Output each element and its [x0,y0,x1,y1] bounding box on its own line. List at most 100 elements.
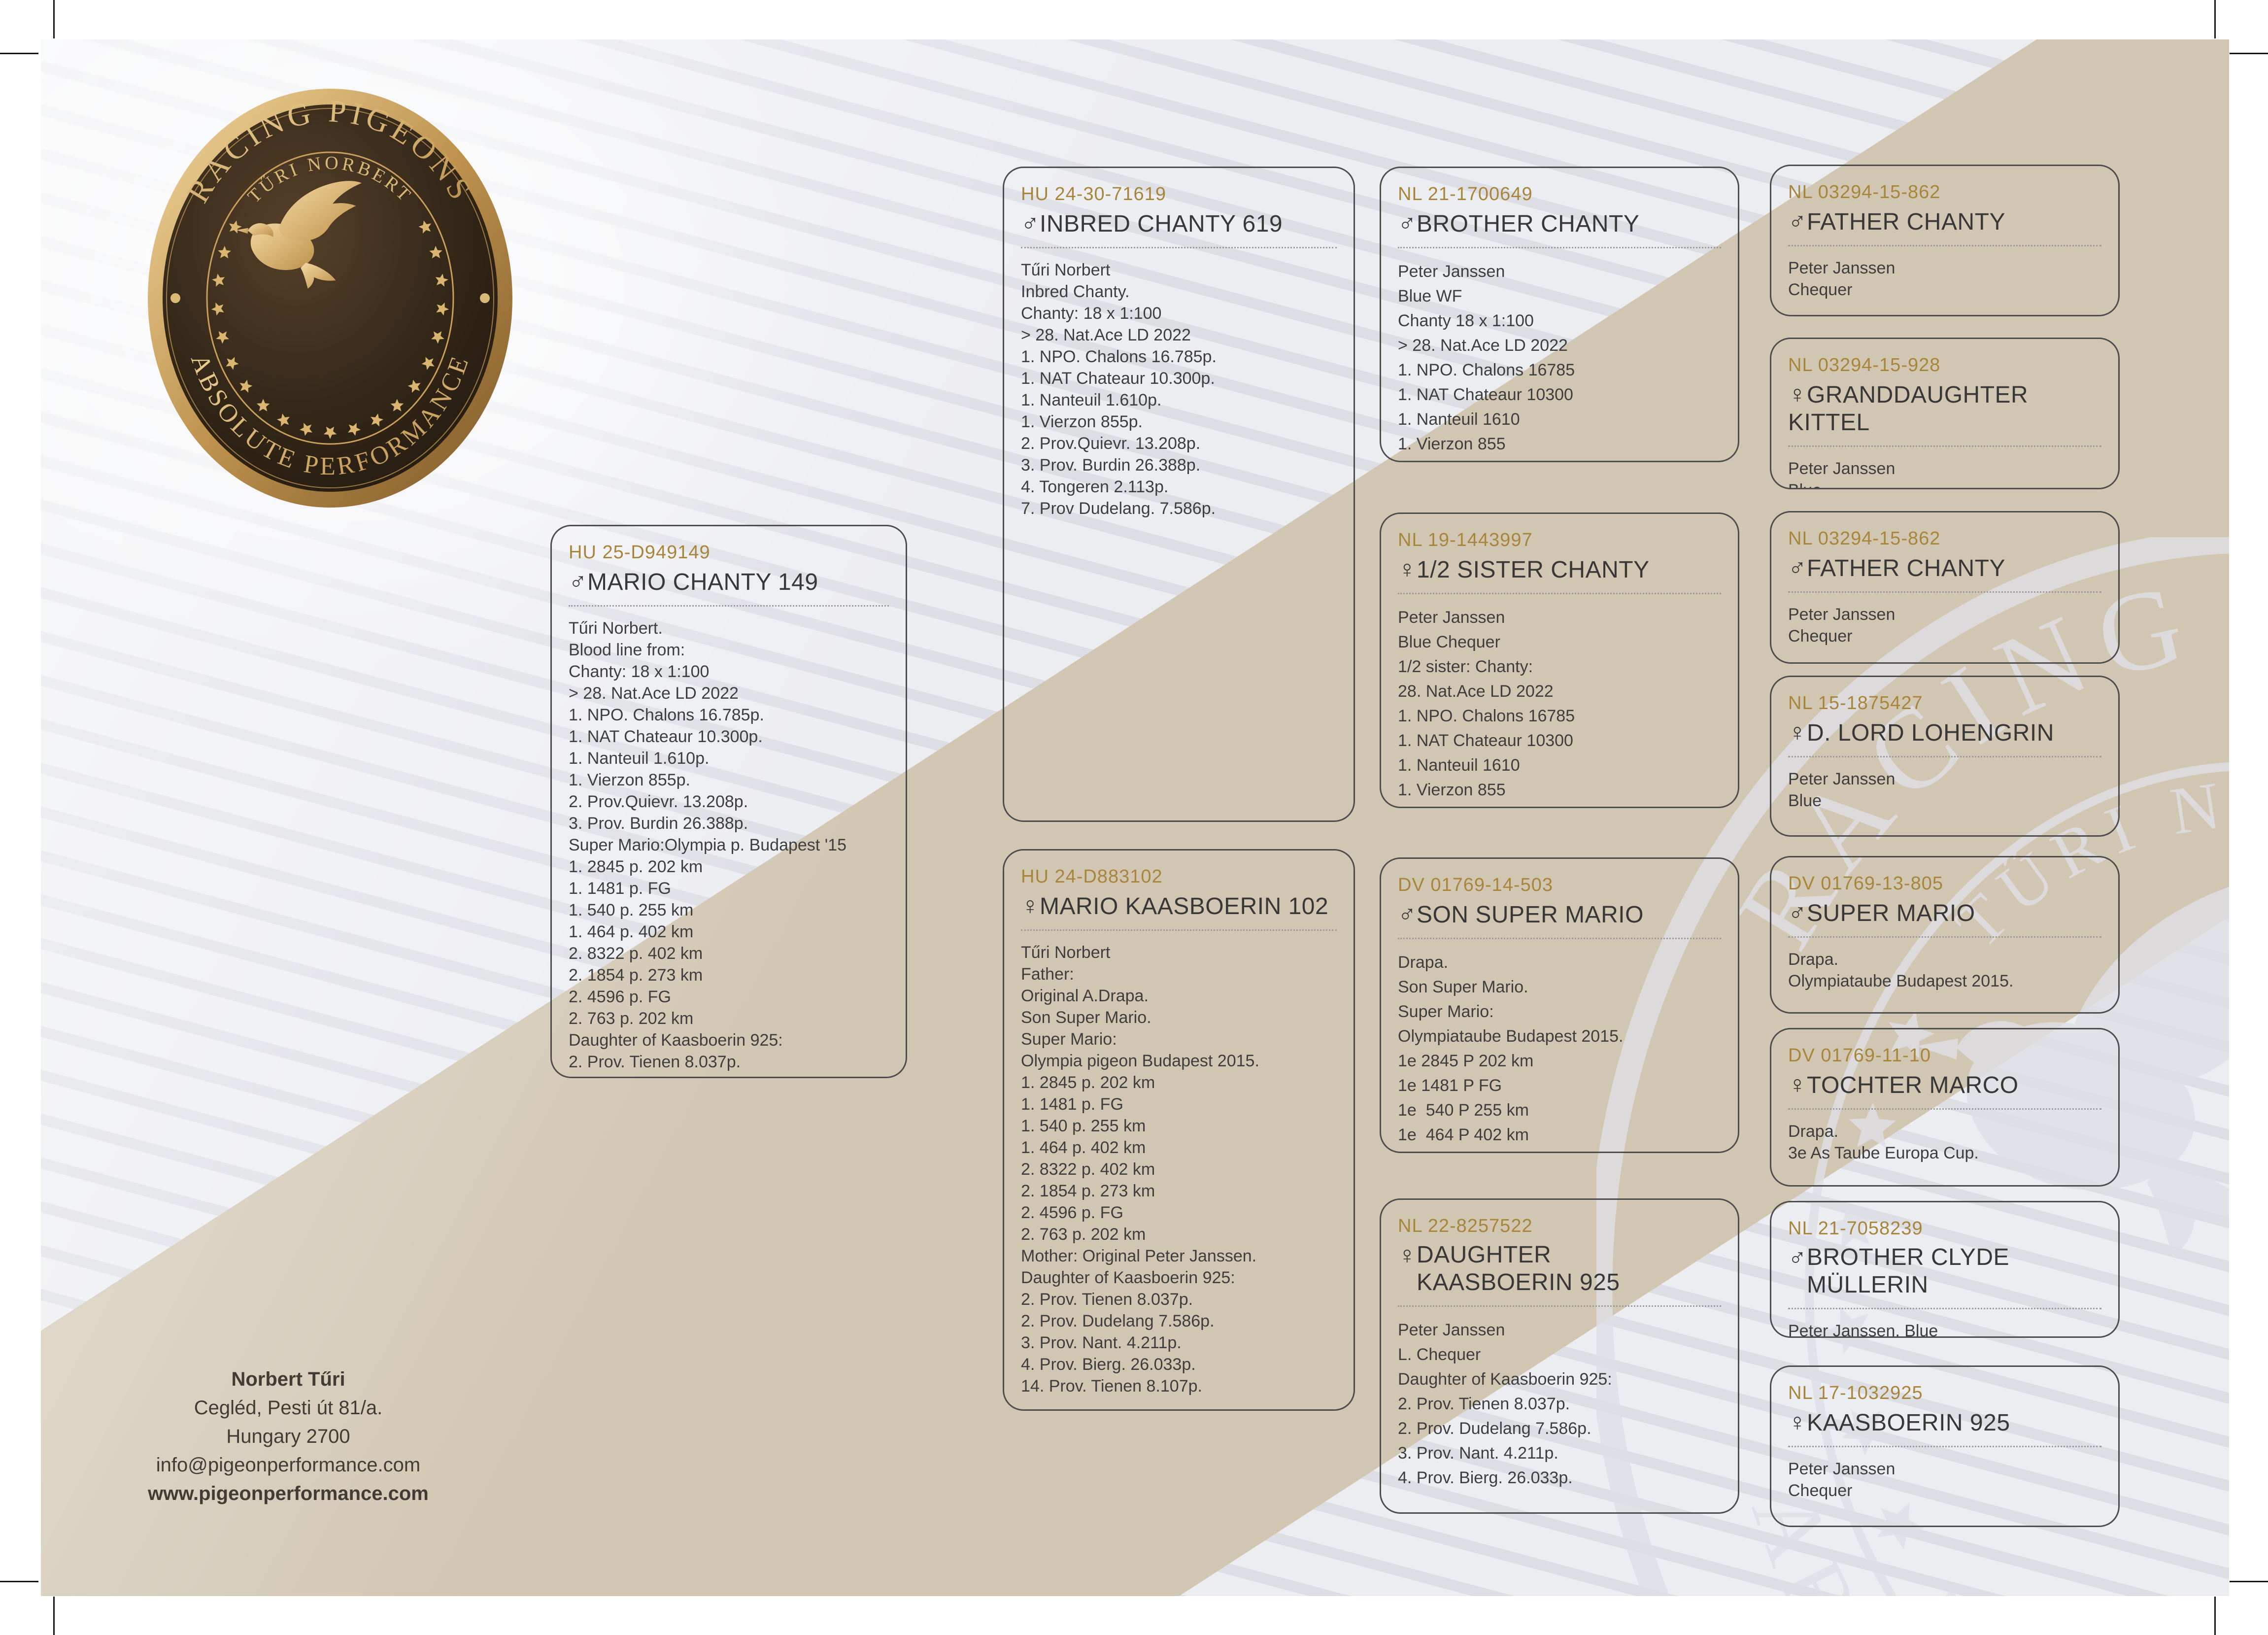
divider [569,605,889,607]
male-icon: ♂ [1788,207,1807,235]
detail-line: 1/2 sister: Chanty: [1398,657,1533,676]
contact-email: info@pigeonperformance.com [156,1454,421,1476]
star-icon [431,331,444,344]
star-icon [418,220,432,234]
logo-right-dot [480,293,490,303]
pigeon-name: ♂BROTHER CLYDE MÜLLERIN [1788,1244,2010,1298]
detail-line: 2. Prov. Tienen 8.037p. [569,1053,741,1071]
pigeon-details: Peter Janssen Chequer [1788,1458,2101,1501]
crop-mark [2214,0,2216,38]
detail-line: 1e 464 P 402 km [1398,1125,1529,1144]
detail-line: 1. NPO. Chalons 16.785p. [569,706,764,724]
pigeon-details: Peter Janssen Blue WF Chanty 18 x 1:100 > 2… [1398,259,1721,461]
detail-line: 2. Prov. Dudelang 7.586p. [1021,1312,1215,1330]
detail-line: 3. Prov. Nant. 4.211p. [1021,1333,1182,1352]
male-icon: ♂ [1398,900,1417,928]
detail-line: 28. Nat.Ace LD 2022 [1398,682,1554,701]
detail-line: 2. Prov.Quievr. 13208 [1398,456,1721,461]
pedigree-card: HU 25-D949149 ♂MARIO CHANTY 149 Tűri Nor… [550,525,907,1078]
detail-line: 7. Prov Dudelang. 7.586p. [1021,499,1216,518]
divider [1788,756,2101,757]
detail-line: 2. 8322 p. 402 km [1021,1160,1155,1179]
ring-number: DV 01769-11-10 [1788,1045,1931,1066]
detail-line: 1. Nanteuil 1.610p. [1021,391,1162,409]
racing-pigeons-logo: RACING PIGEONS ABSOLUTE PERFORMANCE TŰRI… [148,89,512,508]
detail-line: 1e 540 P 255 km [1398,1101,1529,1120]
detail-line: 2. 763 p. 202 km [1021,1225,1146,1244]
pedigree-card: DV 01769-14-503 ♂SON SUPER MARIO Drapa. S… [1380,857,1739,1153]
detail-line: 1. NAT Chateaur 10.300p. [1021,369,1215,388]
pedigree-card: NL 22-8257522 ♀DAUGHTER KAASBOERIN 925 P… [1380,1198,1739,1514]
detail-line: Chequer [1788,280,1853,299]
document-sheet: RACING PIGEONS ABSOLUTE PERFORMANCE TŰRI… [41,39,2229,1596]
crop-mark [53,0,55,38]
detail-line: > 28. Nat.Ace LD 2022 [569,684,739,703]
pigeon-name: ♀KAASBOERIN 925 [1788,1408,2010,1436]
star-icon [218,245,231,259]
male-icon: ♂ [1788,1244,1807,1271]
detail-line: Chequer [1788,627,1853,646]
detail-line: Olympiataube Budapest 2015. [1398,1027,1624,1046]
crop-mark [0,1581,38,1582]
pigeon-details: Drapa. 3e As Taube Europa Cup. [1788,1121,2101,1164]
pedigree-card: NL 03294-15-928 ♀GRANDDAUGHTER KITTEL Pe… [1770,338,2120,489]
detail-line: Son Super Mario. [1398,978,1528,996]
detail-line: 4. Prov. Bierg. 26.033p. [1398,1468,1573,1487]
detail-line: 2. Prov.Quievr. 13.208p. [1021,434,1201,453]
divider [1788,445,2101,447]
detail-line: Son Super Mario. [1021,1008,1151,1027]
detail-line: Super Mario:Olympia p. Budapest '15 [569,836,847,854]
detail-line: 3. Prov. Burdin 26.388p. [569,814,748,833]
detail-line: Super Mario: [1021,1030,1117,1049]
pedigree-card: NL 21-7058239 ♂BROTHER CLYDE MÜLLERIN Pe… [1770,1201,2120,1338]
pigeon-name: ♂SUPER MARIO [1788,899,1975,926]
detail-line: L. Chequer [1398,1345,1481,1364]
ring-number: NL 03294-15-928 [1788,355,1941,375]
star-icon [429,245,442,259]
star-icon [239,379,253,393]
detail-line: 1. Vierzon 855 [1398,435,1506,453]
detail-line: Daughter of Kaasboerin 925: [1398,1370,1612,1389]
pigeon-name: ♂BROTHER CHANTY [1398,209,1640,237]
crop-mark [2230,1581,2268,1582]
detail-line: 2. Prov.Quievr. 13.208p. [569,792,748,811]
detail-line: Chanty: 18 x 1:100 [569,662,710,681]
detail-line: Super Mario: [1398,1002,1494,1021]
detail-line: Blood line from: [569,641,685,659]
pigeon-details: Tűri Norbert Inbred Chanty. Chanty: 18 x 1… [1021,259,1337,519]
detail-line: 1. 1481 p. FG [569,879,671,898]
pigeon-name: ♀1/2 SISTER CHANTY [1398,555,1650,583]
female-icon: ♀ [1788,718,1807,746]
ring-number: NL 22-8257522 [1398,1216,1533,1236]
ring-number: NL 15-1875427 [1788,693,1923,714]
detail-line: Peter Janssen, Blue [1788,1322,1938,1338]
detail-line: 2. Prov.Quievr. 13208 [1398,802,1721,807]
star-icon [229,220,242,234]
star-icon [212,273,225,287]
detail-line: 2. Prov. Tienen 8.037p. [1398,1395,1570,1413]
pigeon-name: ♂INBRED CHANTY 619 [1021,209,1283,237]
pedigree-card: NL 21-1700649 ♂BROTHER CHANTY Peter Jans… [1380,167,1739,462]
detail-line: 3. Prov. Nant. 4.211p. [1398,1444,1558,1463]
star-icon [436,302,449,316]
divider [1398,593,1721,594]
pigeon-details: Peter Janssen Chequer [1788,604,2101,647]
detail-line: 2. 4596 p. FG [1021,1203,1123,1222]
female-icon: ♀ [1788,1408,1807,1436]
detail-line: 2. 4596 p. FG [569,988,671,1006]
logo-svg: RACING PIGEONS ABSOLUTE PERFORMANCE TŰRI… [148,89,512,508]
ring-number: NL 21-7058239 [1788,1218,1923,1239]
detail-line: Peter Janssen [1788,1460,1896,1478]
pigeon-name: ♂FATHER CHANTY [1788,554,2005,581]
pigeon-name: ♀GRANDDAUGHTER KITTEL [1788,380,2029,436]
pigeon-name: ♂SON SUPER MARIO [1398,900,1644,928]
male-icon: ♂ [1788,554,1807,581]
ring-number: NL 03294-15-862 [1788,528,1941,549]
detail-line: 1. Vierzon 855 [1398,781,1506,799]
detail-line: 1. NAT Chateaur 10300 [1398,731,1573,750]
ring-number: HU 25-D949149 [569,542,711,563]
detail-line: Inbred Chanty. [1021,282,1130,301]
female-icon: ♀ [1398,555,1417,583]
